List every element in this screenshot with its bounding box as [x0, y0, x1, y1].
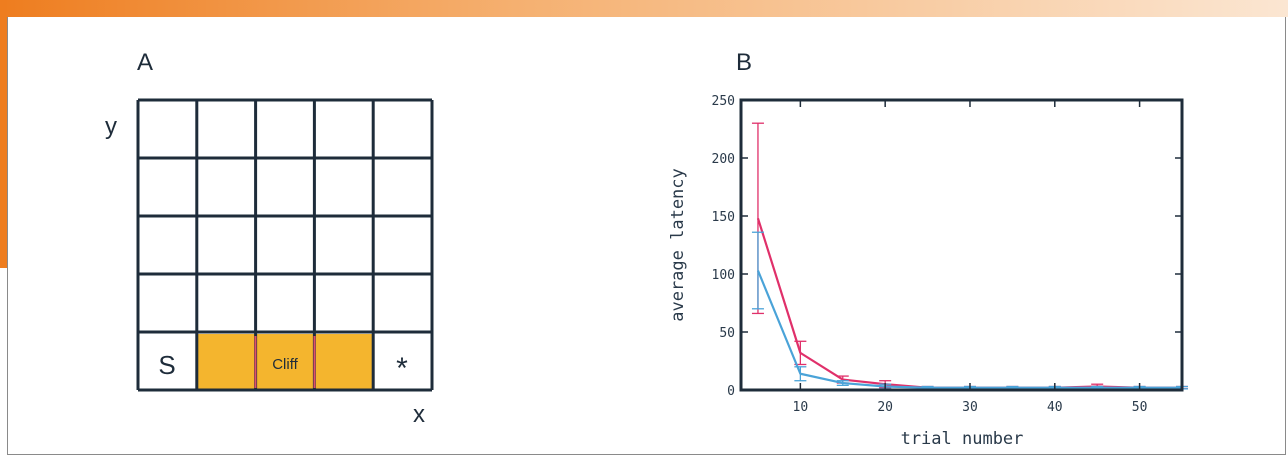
top-color-band [0, 0, 1288, 17]
x-axis-label: x [413, 401, 425, 428]
start-cell-label: S [158, 350, 175, 380]
figure-frame [7, 17, 1286, 455]
series-line [756, 270, 1182, 389]
panel-a-label: A [137, 49, 153, 76]
left-color-strip [0, 0, 7, 268]
x-tick-label: 40 [1047, 400, 1063, 415]
y-tick-label: 0 [727, 384, 735, 399]
chart-marks [751, 122, 1188, 390]
y-tick-label: 250 [712, 94, 735, 109]
plot-frame [739, 98, 1184, 392]
x-axis-title: trial number [901, 429, 1024, 449]
x-tick-label: 20 [877, 400, 893, 415]
cliff-label: Cliff [272, 356, 298, 373]
y-tick-label: 100 [712, 268, 735, 283]
x-tick-label: 30 [962, 400, 978, 415]
y-axis-title: average latency [668, 168, 688, 322]
series-line [756, 217, 1182, 389]
x-tick-label: 10 [793, 400, 809, 415]
cliff-region [197, 334, 373, 390]
panel-a-gridworld: A y x S Cliff * [105, 49, 434, 428]
y-tick-label: 50 [719, 326, 735, 341]
y-tick-label: 200 [712, 152, 735, 167]
panel-b-label: B [736, 49, 752, 76]
y-axis-label: y [105, 113, 117, 140]
chart-ticks: 0 50 100 150 200 250 10 20 30 40 50 [712, 94, 1182, 415]
y-tick-label: 150 [712, 210, 735, 225]
x-tick-label: 50 [1132, 400, 1148, 415]
panel-b-chart: B 0 50 100 150 200 250 10 20 30 40 50 trial number… [668, 49, 1188, 449]
goal-cell-label: * [396, 352, 408, 385]
